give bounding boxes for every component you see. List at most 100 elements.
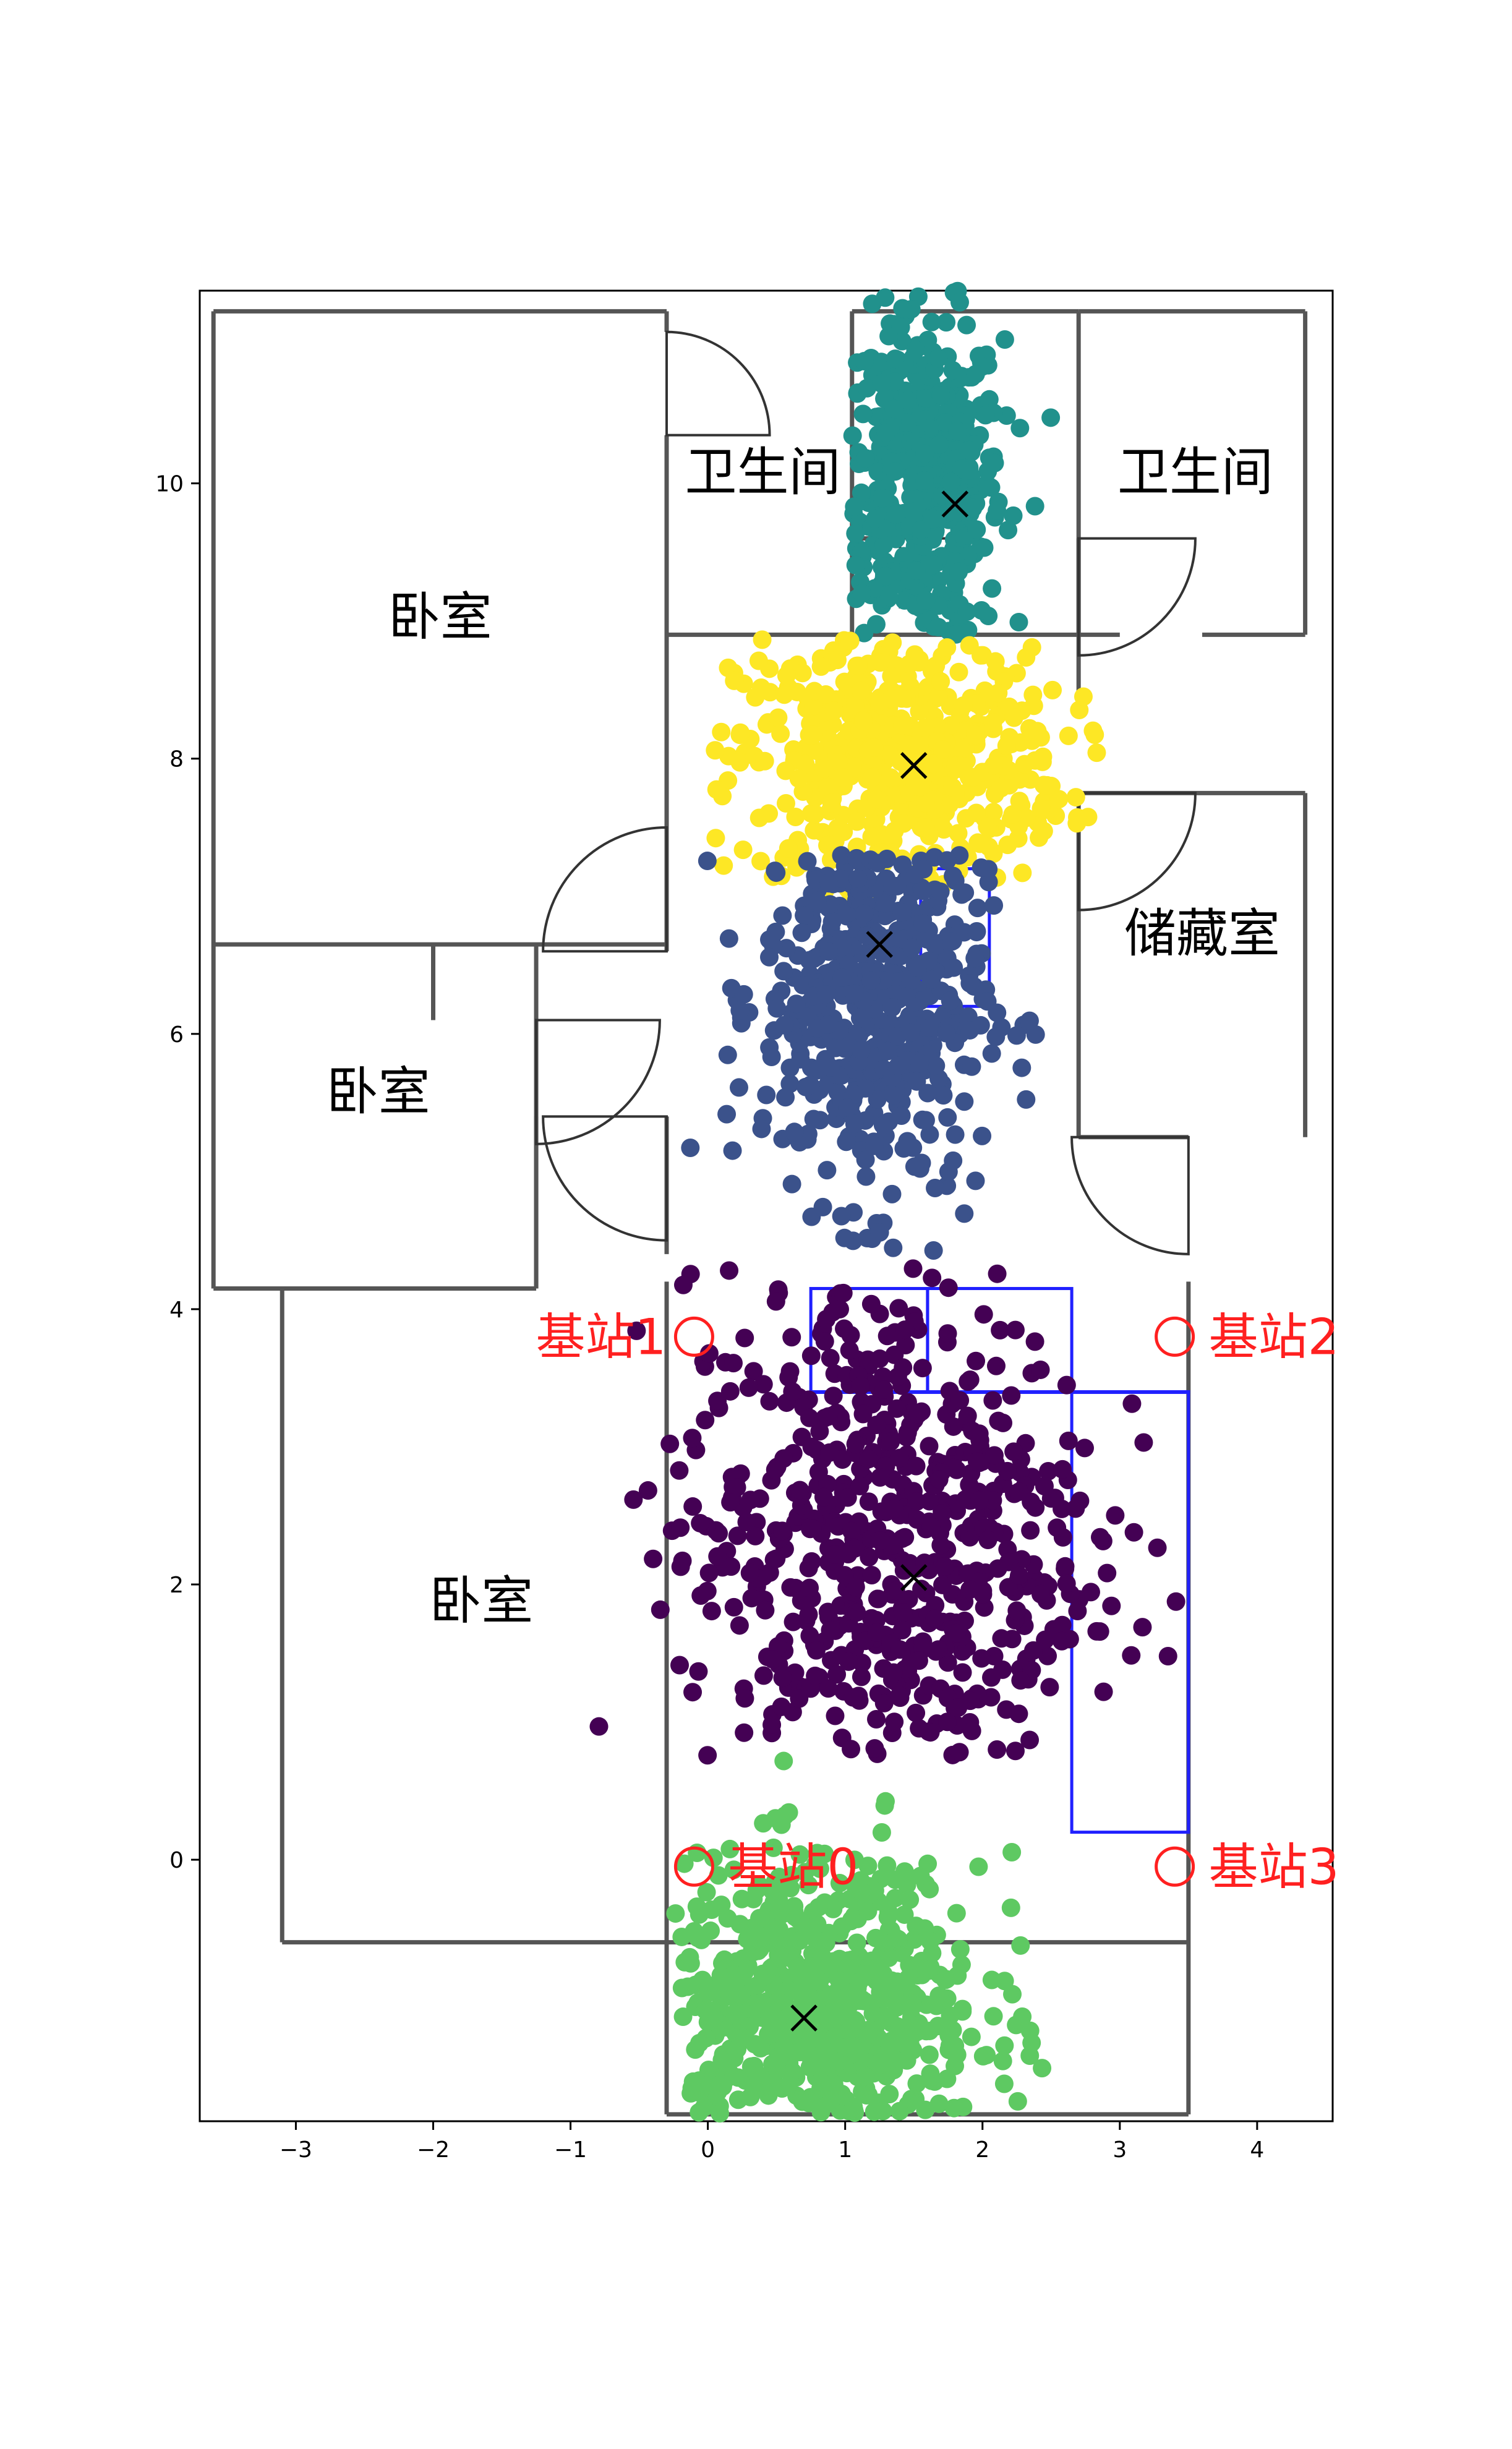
door-arc-0 bbox=[665, 330, 771, 437]
point-2-412 bbox=[892, 1106, 911, 1125]
point-3-227 bbox=[1056, 1559, 1075, 1578]
cluster-center-0 bbox=[941, 490, 969, 518]
point-4-620 bbox=[880, 2007, 899, 2027]
y-tick-label-0: 0 bbox=[169, 1848, 184, 1873]
point-3-485 bbox=[935, 1557, 954, 1576]
point-3-591 bbox=[724, 1597, 743, 1617]
point-3-47 bbox=[1098, 1563, 1117, 1583]
point-3-605 bbox=[740, 1563, 759, 1583]
point-1-204 bbox=[1059, 726, 1078, 745]
point-4-280 bbox=[724, 1860, 743, 1879]
point-3-607 bbox=[871, 1531, 890, 1550]
point-2-506 bbox=[944, 958, 963, 977]
point-0-423 bbox=[916, 388, 936, 408]
point-3-452 bbox=[835, 1319, 854, 1338]
point-2-461 bbox=[937, 1024, 956, 1043]
point-1-540 bbox=[966, 725, 985, 745]
point-3-618 bbox=[950, 1743, 969, 1762]
point-3-280 bbox=[773, 1521, 792, 1541]
point-0-307 bbox=[846, 524, 865, 543]
point-1-409 bbox=[1017, 648, 1036, 667]
point-3-614 bbox=[1035, 1477, 1054, 1496]
point-0-471 bbox=[907, 561, 926, 580]
point-3-489 bbox=[806, 1641, 826, 1660]
point-4-578 bbox=[995, 2036, 1014, 2055]
point-3-645 bbox=[978, 1530, 997, 1549]
point-1-437 bbox=[847, 812, 866, 831]
point-3-21 bbox=[670, 1461, 689, 1480]
point-2-140 bbox=[718, 1045, 737, 1064]
point-0-203 bbox=[1025, 497, 1044, 516]
point-1-512 bbox=[862, 768, 881, 787]
point-3-642 bbox=[890, 1686, 909, 1705]
point-3-459 bbox=[874, 1380, 894, 1400]
point-1-471 bbox=[943, 778, 962, 797]
point-4-483 bbox=[880, 2085, 899, 2104]
point-1-451 bbox=[910, 650, 929, 669]
point-2-124 bbox=[955, 1092, 974, 1111]
point-3-536 bbox=[851, 1377, 870, 1396]
base-station-marker-2 bbox=[1155, 1846, 1195, 1887]
point-2-369 bbox=[798, 852, 817, 871]
point-3-293 bbox=[624, 1490, 643, 1509]
point-1-258 bbox=[786, 807, 805, 826]
point-4-507 bbox=[803, 1991, 822, 2010]
point-3-511 bbox=[763, 1649, 782, 1669]
cluster-center-4 bbox=[790, 2004, 818, 2032]
point-3-429 bbox=[1057, 1375, 1076, 1395]
point-2-530 bbox=[918, 1083, 938, 1103]
point-3-597 bbox=[735, 1689, 754, 1708]
point-0-419 bbox=[868, 463, 887, 482]
point-0-490 bbox=[1041, 408, 1061, 427]
point-0-260 bbox=[950, 293, 969, 312]
point-1-493 bbox=[916, 793, 935, 813]
point-4-608 bbox=[714, 1978, 733, 1998]
point-4-636 bbox=[852, 1882, 871, 1901]
point-2-228 bbox=[938, 1108, 957, 1127]
point-2-484 bbox=[905, 1157, 924, 1176]
point-4-426 bbox=[686, 2040, 705, 2059]
point-2-417 bbox=[946, 1125, 965, 1144]
point-1-520 bbox=[746, 688, 765, 707]
point-4-566 bbox=[808, 1844, 827, 1863]
point-2-497 bbox=[762, 1047, 781, 1066]
point-3-424 bbox=[838, 1488, 857, 1507]
point-1-152 bbox=[751, 852, 771, 871]
point-3-616 bbox=[819, 1407, 838, 1426]
point-1-362 bbox=[787, 682, 806, 701]
point-3-501 bbox=[766, 1460, 785, 1479]
point-3-592 bbox=[1102, 1596, 1121, 1615]
point-1-472 bbox=[707, 780, 726, 799]
point-3-604 bbox=[839, 1652, 858, 1671]
door-arc-5 bbox=[542, 1115, 668, 1242]
point-2-295 bbox=[774, 962, 793, 981]
point-2-270 bbox=[698, 852, 717, 871]
point-0-263 bbox=[852, 483, 871, 502]
point-3-84 bbox=[698, 1746, 717, 1765]
point-2-342 bbox=[818, 1161, 837, 1180]
point-4-536 bbox=[712, 1896, 731, 1915]
point-0-425 bbox=[960, 461, 979, 480]
point-3-508 bbox=[886, 1499, 905, 1518]
point-3-648 bbox=[967, 1452, 986, 1471]
x-axis-ticks: −3 −2 −1 0 1 2 3 4 bbox=[280, 2121, 1264, 2163]
point-3-600 bbox=[885, 1712, 904, 1732]
point-0-476 bbox=[876, 423, 895, 442]
point-2-508 bbox=[816, 985, 835, 1004]
point-4-639 bbox=[733, 2028, 753, 2048]
point-3-522 bbox=[1011, 1671, 1030, 1690]
point-4-586 bbox=[675, 1854, 694, 1873]
point-1-241 bbox=[1074, 687, 1093, 706]
point-3-405 bbox=[814, 1487, 833, 1507]
point-4-537 bbox=[859, 2085, 878, 2105]
point-0-479 bbox=[941, 472, 960, 492]
point-1-507 bbox=[848, 656, 868, 675]
point-3-571 bbox=[671, 1557, 690, 1576]
room-label-4: 卫生间 bbox=[1117, 442, 1273, 503]
point-2-542 bbox=[861, 971, 881, 990]
point-2-456 bbox=[785, 1122, 804, 1142]
point-0-295 bbox=[906, 340, 925, 359]
point-3-131 bbox=[1106, 1506, 1125, 1525]
point-2-460 bbox=[856, 1167, 876, 1186]
point-4-589 bbox=[830, 1873, 849, 1892]
